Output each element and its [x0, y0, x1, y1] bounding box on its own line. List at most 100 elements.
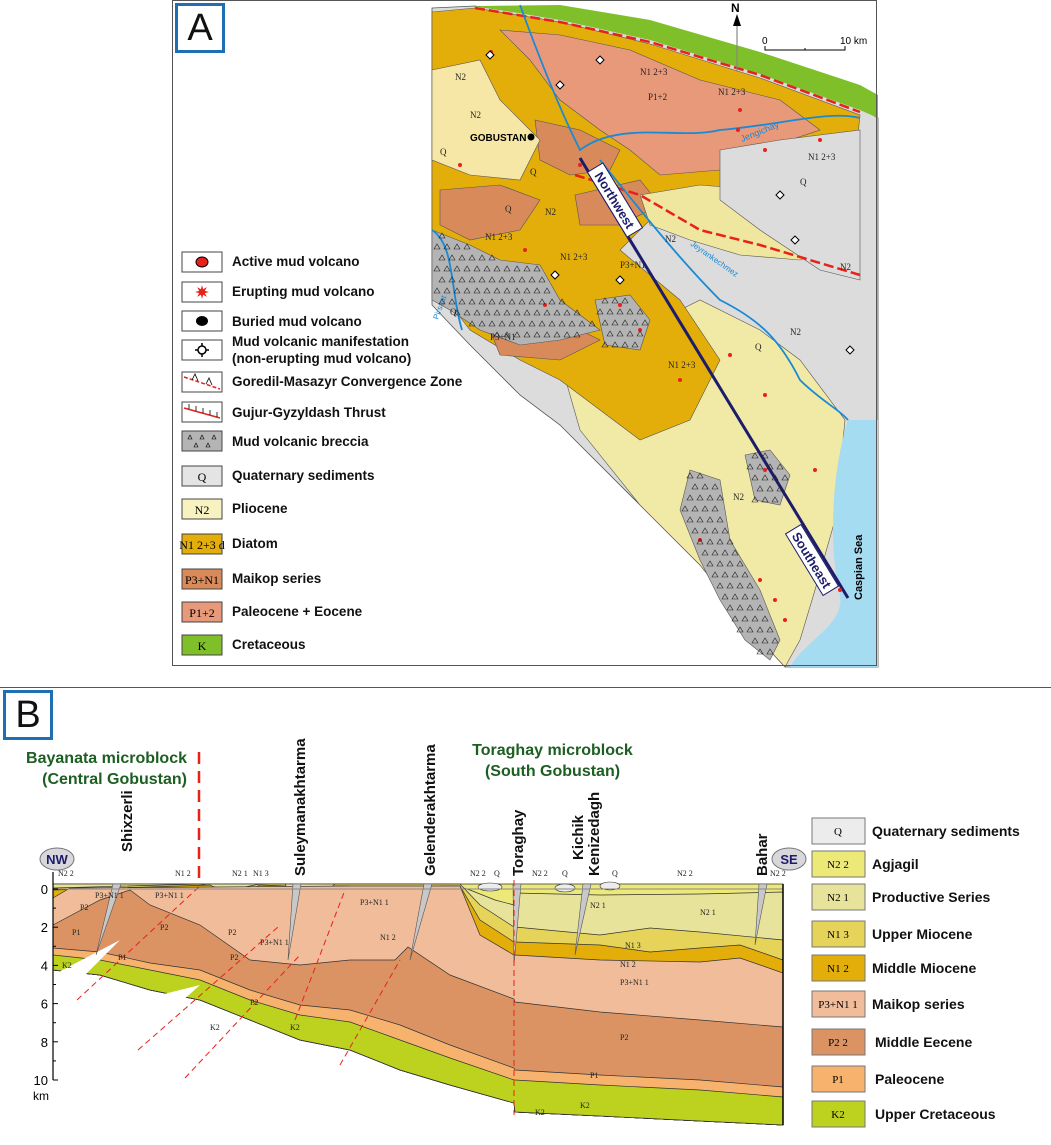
depth-tick-label: 8 — [41, 1035, 48, 1050]
section-void — [53, 1000, 240, 1145]
map-unit-label: Q — [450, 307, 457, 317]
scale-zero: 0 — [762, 36, 768, 47]
breccia-triangle — [601, 297, 609, 304]
formation-label: P2 — [230, 953, 238, 962]
breccia-triangle — [493, 287, 501, 294]
breccia-triangle — [443, 287, 451, 294]
legend-b-label-middle-miocene: Middle Miocene — [872, 960, 977, 976]
formation-label: Q — [494, 869, 500, 878]
structure-suleymanakhtarma: Suleymanakhtarma — [292, 738, 309, 876]
formation-label: P1 — [590, 1071, 598, 1080]
map-maikop-2 — [439, 184, 541, 241]
map-breccia-south — [679, 469, 781, 661]
breccia-triangle — [458, 276, 466, 283]
breccia-triangle — [761, 496, 769, 503]
active-mud-volcano-marker — [618, 303, 622, 307]
breccia-triangle — [478, 298, 486, 305]
legend-a-symbol-4 — [181, 371, 223, 393]
breccia-triangle — [438, 276, 446, 283]
depth-tick-label: 2 — [41, 920, 48, 935]
north-label: N — [731, 1, 740, 15]
scale-bar: 0 10 km — [762, 36, 867, 51]
section-void — [53, 940, 120, 1000]
legend-label-pliocene: Pliocene — [232, 501, 288, 516]
breccia-triangle — [523, 287, 531, 294]
breccia-triangle — [706, 494, 714, 501]
breccia-triangle — [503, 265, 511, 272]
map-quaternary-east — [719, 129, 861, 281]
depth-tick-label: 0 — [41, 882, 48, 897]
breccia-triangle — [771, 474, 779, 481]
breccia-triangle — [751, 637, 759, 644]
breccia-triangle — [488, 276, 496, 283]
breccia-triangle — [453, 265, 461, 272]
active-mud-volcano-icon — [195, 256, 209, 268]
active-mud-volcano-marker — [523, 248, 527, 252]
breccia-triangle — [731, 593, 739, 600]
breccia-triangle — [563, 331, 571, 338]
breccia-triangle — [533, 309, 541, 316]
gobustan-town-marker — [527, 133, 535, 141]
formation-label: N2 1 — [232, 869, 248, 878]
map-unit-label: N1 2+3 — [560, 252, 588, 262]
breccia-triangle — [756, 604, 764, 611]
breccia-triangle — [453, 287, 461, 294]
map-unit-labels: N2 N1 2+3 P1+2 N1 2+3 N1 2+3 Q Q Q N2 N2 N1 2+3 N1 … — [440, 67, 851, 502]
breccia-triangle — [706, 538, 714, 545]
breccia-triangle — [468, 276, 476, 283]
quaternary-lens — [599, 881, 621, 891]
map-unit-label: N2 — [470, 110, 481, 120]
depth-tick-label: 6 — [41, 997, 48, 1012]
legend-b-swatch-6: P2 2 — [811, 1028, 866, 1056]
breccia-triangle — [433, 243, 441, 250]
breccia-triangle — [498, 276, 506, 283]
legend-a-symbol-10: P3+N1 — [181, 568, 223, 590]
depth-tick-label: 4 — [41, 958, 48, 973]
breccia-triangle — [543, 331, 551, 338]
legend-label-convergence-zone: Goredil-Masazyr Convergence Zone — [232, 374, 463, 389]
map-unit-label: Q — [530, 167, 537, 177]
breccia-triangle — [473, 309, 481, 316]
legend-b-unit-code: N1 2 — [827, 963, 849, 975]
mud-diapir — [574, 883, 592, 956]
legend-b-swatch-8: K2 — [811, 1100, 866, 1128]
active-mud-volcano-marker — [763, 148, 767, 152]
breccia-triangle — [626, 330, 634, 337]
breccia-triangle — [468, 254, 476, 261]
legend-a-symbol-6 — [181, 430, 223, 452]
formation-label: N2 2 — [677, 869, 693, 878]
breccia-triangle — [691, 527, 699, 534]
mud-manifestation-marker — [775, 190, 785, 200]
breccia-triangle — [478, 276, 486, 283]
breccia-triangle — [498, 298, 506, 305]
toraghay-title-line2: (South Gobustan) — [484, 763, 621, 780]
legend-label-thrust: Gujur-Gyzyldash Thrust — [232, 405, 386, 420]
formation-label: N1 2 — [620, 960, 636, 969]
legend-b-swatch-2: N2 1 — [811, 883, 866, 911]
legend-b-label-maikop: Maikop series — [872, 996, 965, 1012]
breccia-triangle — [611, 297, 619, 304]
breccia-triangle — [468, 320, 476, 327]
breccia-triangle — [478, 320, 486, 327]
legend-a-symbol-7: Q — [181, 465, 223, 487]
breccia-triangle — [756, 626, 764, 633]
legend-a-symbol-3 — [181, 339, 223, 361]
formation-label: N1 2 — [175, 869, 191, 878]
legend-b-unit-code: N2 2 — [827, 859, 849, 871]
legend-b-label-agjagil: Agjagil — [872, 856, 919, 872]
breccia-triangle — [508, 276, 516, 283]
active-mud-volcano-marker — [738, 108, 742, 112]
formation-label: P1 — [72, 928, 80, 937]
legend-label-maikop: Maikop series — [232, 571, 322, 586]
breccia-triangle — [488, 298, 496, 305]
breccia-triangle — [596, 308, 604, 315]
legend-a-symbol-0 — [181, 251, 223, 273]
breccia-triangle — [578, 320, 586, 327]
active-mud-volcano-marker — [578, 163, 582, 167]
breccia-triangle — [756, 463, 764, 470]
breccia-triangle — [616, 330, 624, 337]
breccia-triangle — [458, 298, 466, 305]
breccia-triangle — [601, 319, 609, 326]
breccia-triangle — [443, 265, 451, 272]
